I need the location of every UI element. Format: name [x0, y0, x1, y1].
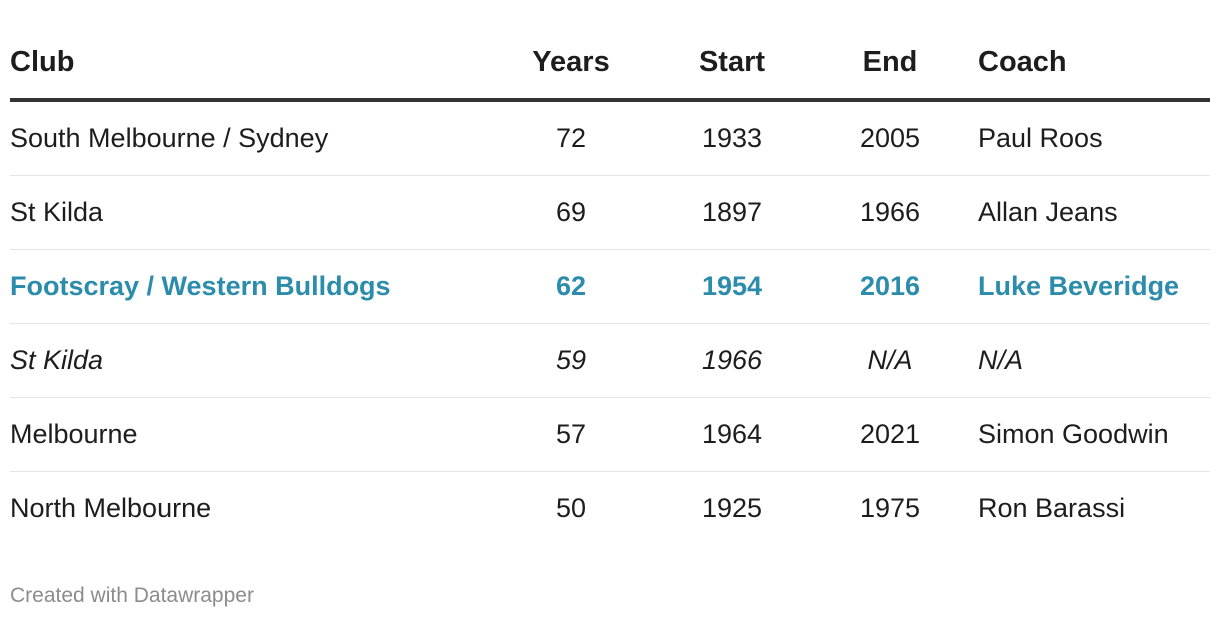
cell-coach: Luke Beveridge — [978, 249, 1210, 324]
cell-end: N/A — [802, 323, 978, 398]
table-row: St Kilda 59 1966 N/A N/A — [10, 323, 1210, 398]
datawrapper-credit[interactable]: Created with Datawrapper — [10, 584, 254, 607]
premiership-drought-table: Club Years Start End Coach South Melbour… — [10, 26, 1210, 545]
cell-club: North Melbourne — [10, 493, 212, 523]
cell-start: 1925 — [701, 493, 763, 523]
column-header-club[interactable]: Club — [10, 26, 480, 102]
cell-years: 59 — [480, 323, 662, 398]
column-header-coach[interactable]: Coach — [978, 26, 1210, 102]
cell-years: 57 — [480, 397, 662, 472]
column-header-end[interactable]: End — [802, 26, 978, 102]
column-header-start[interactable]: Start — [662, 26, 802, 102]
table-row: St Kilda 69 1897 1966 Allan Jeans — [10, 175, 1210, 250]
cell-start: 1933 — [662, 100, 802, 176]
cell-club: Melbourne — [10, 397, 480, 472]
table-row: Melbourne 57 1964 2021 Simon Goodwin — [10, 397, 1210, 472]
cell-end: 1966 — [802, 175, 978, 250]
column-header-years[interactable]: Years — [480, 26, 662, 102]
cell-club: St Kilda — [10, 175, 480, 250]
cell-years: 69 — [480, 175, 662, 250]
table-header: Club Years Start End Coach — [10, 26, 1210, 102]
table-body: South Melbourne / Sydney 72 1933 2005 Pa… — [10, 100, 1210, 545]
cell-start: 1966 — [662, 323, 802, 398]
cell-years: 50 — [555, 493, 587, 523]
header-row: Club Years Start End Coach — [10, 26, 1210, 102]
cell-years: 62 — [480, 249, 662, 324]
cell-coach: Simon Goodwin — [978, 397, 1210, 472]
cell-end: 2005 — [802, 100, 978, 176]
data-table: Club Years Start End Coach South Melbour… — [10, 26, 1210, 545]
table-row: North Melbourne 50 1925 1975 Ron Barassi — [10, 472, 1210, 546]
cell-coach: Ron Barassi — [978, 493, 1126, 523]
cell-club: South Melbourne / Sydney — [10, 100, 480, 176]
cell-club: Footscray / Western Bulldogs — [10, 249, 480, 324]
cell-end: 2016 — [802, 249, 978, 324]
cell-coach: Allan Jeans — [978, 175, 1210, 250]
cell-coach: N/A — [978, 323, 1210, 398]
cell-coach: Paul Roos — [978, 100, 1210, 176]
table-row: Footscray / Western Bulldogs 62 1954 201… — [10, 249, 1210, 324]
cell-club: St Kilda — [10, 323, 480, 398]
cell-end: 2021 — [802, 397, 978, 472]
cell-years: 72 — [480, 100, 662, 176]
cell-start: 1954 — [662, 249, 802, 324]
cell-start: 1897 — [662, 175, 802, 250]
cell-start: 1964 — [662, 397, 802, 472]
cell-end: 1975 — [859, 493, 921, 523]
table-row: South Melbourne / Sydney 72 1933 2005 Pa… — [10, 100, 1210, 176]
